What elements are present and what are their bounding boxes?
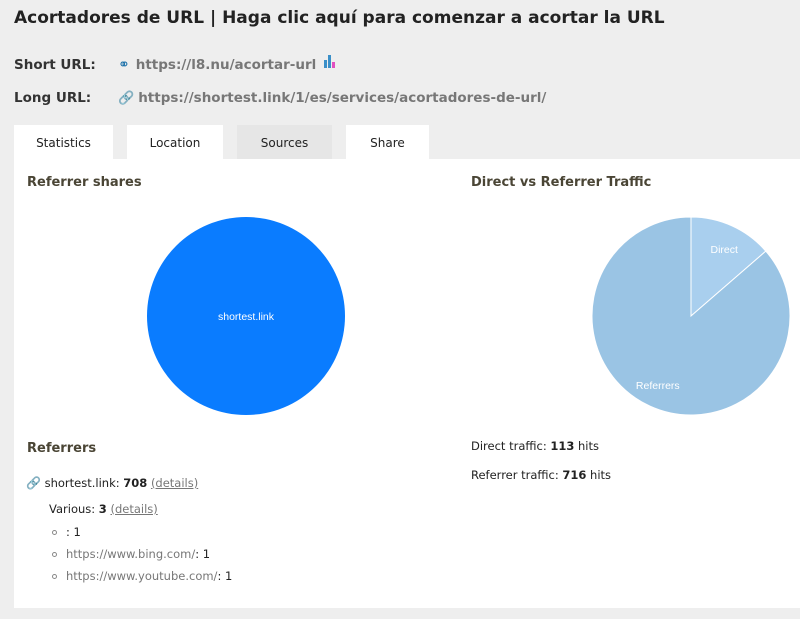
sources-panel: Referrer shares shortest.link Direct vs … <box>14 159 800 608</box>
various-count: 3 <box>98 502 107 516</box>
pie-label: Referrers <box>636 380 680 392</box>
long-url-link[interactable]: https://shortest.link/1/es/services/acor… <box>138 90 547 106</box>
subitem-count: : 1 <box>195 547 211 561</box>
pie-label: Direct <box>711 244 739 256</box>
subitem-url[interactable]: https://www.youtube.com/ <box>66 569 218 583</box>
various-label: Various: <box>49 502 99 516</box>
referrer-traffic-stat: Referrer traffic: 716 hits <box>471 468 612 482</box>
various-item: Various: 3 (details) <box>49 502 158 516</box>
referrers-title: Referrers <box>27 441 97 456</box>
tab-statistics[interactable]: Statistics <box>14 125 113 159</box>
referrer-count: 708 <box>123 476 148 490</box>
pie-slice-referrers[interactable] <box>591 216 791 416</box>
direct-vs-referrer-pie: Direct Referrers <box>591 216 791 416</box>
long-url-row: Long URL: 🔗 https://shortest.link/1/es/s… <box>14 90 546 106</box>
short-url-label: Short URL: <box>14 57 96 73</box>
various-subitem: https://www.youtube.com/: 1 <box>52 569 232 583</box>
various-subitem: https://www.bing.com/: 1 <box>52 547 210 561</box>
various-details-link[interactable]: (details) <box>110 502 158 516</box>
pie-slice-shortest-link[interactable] <box>147 217 345 415</box>
direct-traffic-stat: Direct traffic: 113 hits <box>471 439 599 453</box>
short-url-link[interactable]: https://l8.nu/acortar-url <box>135 57 317 73</box>
direct-vs-referrer-title: Direct vs Referrer Traffic <box>471 175 652 190</box>
pie-label: shortest.link <box>218 311 275 323</box>
details-link[interactable]: (details) <box>150 476 199 490</box>
page-title: Acortadores de URL | Haga clic aquí para… <box>14 8 665 28</box>
long-url-label: Long URL: <box>14 90 92 106</box>
referrer-shares-pie: shortest.link <box>147 217 345 415</box>
pie-slice-direct[interactable] <box>690 216 767 318</box>
link-icon: 🔗 <box>26 476 41 490</box>
tab-share[interactable]: Share <box>346 125 429 159</box>
referrer-item: 🔗 shortest.link: 708 (details) <box>26 476 198 490</box>
chain-link-icon: ⚭ <box>118 57 130 73</box>
referrer-shares-title: Referrer shares <box>27 175 142 190</box>
referrer-name: shortest.link: <box>44 476 124 490</box>
link-icon: 🔗 <box>118 90 135 106</box>
subitem-url[interactable]: https://www.bing.com/ <box>66 547 196 561</box>
subitem-count: : 1 <box>66 525 81 539</box>
subitem-count: : 1 <box>217 569 233 583</box>
tab-location[interactable]: Location <box>127 125 223 159</box>
short-url-row: Short URL: ⚭ https://l8.nu/acortar-url <box>14 54 336 73</box>
various-subitem: : 1 <box>52 525 81 539</box>
stats-chart-icon[interactable] <box>324 54 336 68</box>
tab-sources[interactable]: Sources <box>237 125 332 161</box>
tab-bar: Statistics Location Sources Share <box>14 125 443 161</box>
